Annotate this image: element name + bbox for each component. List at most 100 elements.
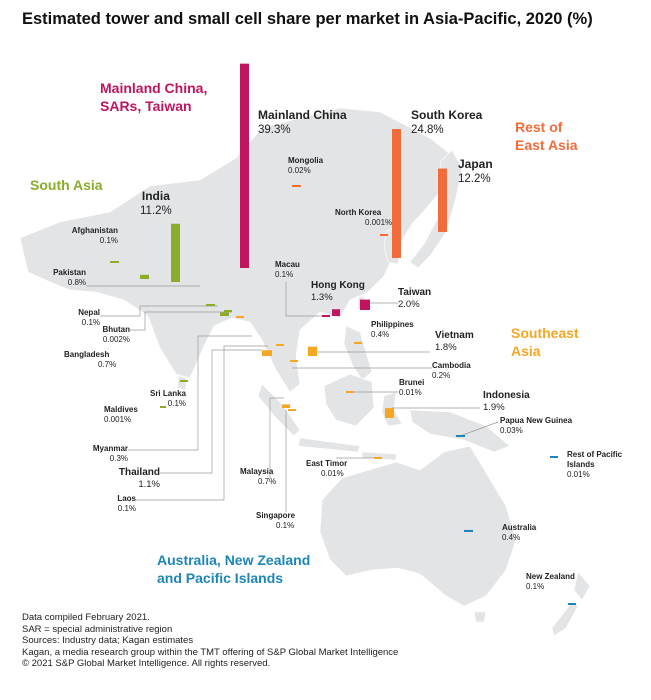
footnote-line: Kagan, a media research group within the…: [22, 646, 399, 658]
bar-thailand: [262, 350, 272, 356]
leader-png: [459, 421, 499, 437]
market-name: Vietnam: [435, 330, 474, 341]
leader-laos: [136, 345, 268, 501]
chart-title: Estimated tower and small cell share per…: [22, 10, 593, 28]
market-value: 0.1%: [167, 399, 186, 408]
sumatra-shape: [257, 383, 301, 437]
region-label-line: Asia: [511, 343, 541, 359]
label-east-timor: East Timor 0.01%: [306, 459, 347, 479]
label-maldives: Maldives 0.001%: [104, 405, 138, 425]
bar-sri-lanka: [180, 380, 188, 382]
leader-macau: [285, 282, 322, 317]
new-zealand-south-shape: [551, 601, 579, 637]
bar-maldives: [160, 406, 166, 408]
bar-malaysia: [282, 404, 290, 408]
market-value: 0.03%: [500, 426, 523, 435]
market-value: 0.1%: [117, 504, 136, 513]
bar-cambodia: [290, 360, 298, 362]
leader-bhutan: [130, 311, 232, 331]
bar-singapore: [288, 409, 296, 411]
market-name: Macau: [275, 260, 300, 269]
label-hong-kong: Hong Kong 1.3%: [311, 280, 365, 304]
tasmania-shape: [473, 611, 487, 623]
label-myanmar: Myanmar 0.3%: [60, 444, 128, 464]
label-indonesia: Indonesia 1.9%: [483, 390, 530, 414]
market-name: Maldives: [104, 405, 138, 414]
bar-laos: [276, 344, 284, 346]
region-label-line: East Asia: [515, 137, 578, 153]
bar-pakistan: [140, 274, 149, 279]
market-name: Japan: [458, 157, 493, 171]
bar-nepal: [206, 304, 215, 306]
bar-mongolia: [292, 185, 301, 187]
region-label-line: Rest of: [515, 119, 563, 135]
market-name: Afghanistan: [71, 226, 118, 235]
label-macau: Macau 0.1%: [275, 260, 300, 280]
market-name: Philippines: [371, 320, 414, 329]
bar-myanmar: [236, 316, 244, 318]
leader-lines-layer: [86, 282, 499, 512]
market-value: 0.2%: [432, 371, 451, 380]
market-name: South Korea: [411, 108, 483, 122]
market-value: 2.0%: [398, 299, 420, 310]
market-value: 0.02%: [288, 166, 311, 175]
label-brunei: Brunei 0.01%: [399, 378, 424, 398]
market-name: Sri Lanka: [149, 389, 186, 398]
new-zealand-north-shape: [573, 571, 591, 601]
market-value: 0.001%: [104, 415, 132, 424]
market-value: 0.01%: [399, 388, 422, 397]
leader-thailand: [160, 349, 262, 474]
region-label-china: Mainland China, SARs, Taiwan: [100, 79, 207, 115]
bar-rest-of-pacific-islands: [550, 456, 558, 458]
market-name: Cambodia: [432, 361, 471, 370]
bar-south-korea: [392, 129, 401, 258]
market-value: 0.4%: [502, 533, 521, 542]
label-bangladesh: Bangladesh 0.7%: [64, 350, 116, 370]
bar-taiwan: [360, 299, 370, 310]
label-afghanistan: Afghanistan 0.1%: [50, 226, 118, 246]
label-malaysia: Malaysia 0.7%: [240, 467, 276, 487]
market-value: 0.7%: [258, 477, 277, 486]
label-sri-lanka: Sri Lanka 0.1%: [130, 389, 186, 409]
label-singapore: Singapore 0.1%: [256, 511, 295, 531]
region-label-line: Southeast: [511, 325, 579, 341]
label-india: India 11.2%: [140, 189, 172, 219]
bar-vietnam: [308, 346, 317, 356]
market-value: 0.1%: [526, 582, 545, 591]
market-name: Mainland China: [258, 108, 347, 122]
market-value: 24.8%: [411, 124, 444, 136]
bar-japan: [438, 168, 447, 232]
region-label-south-asia: South Asia: [30, 176, 103, 194]
market-name: Laos: [117, 494, 136, 503]
market-value: 0.1%: [276, 521, 295, 530]
region-label-line: SARs, Taiwan: [100, 98, 192, 114]
market-value: 1.9%: [483, 402, 505, 413]
market-value: 12.2%: [458, 173, 491, 185]
market-value: 0.4%: [371, 330, 390, 339]
market-value: 0.3%: [109, 454, 128, 463]
bar-philippines: [354, 341, 362, 344]
market-name: Thailand: [118, 467, 160, 478]
label-bhutan: Bhutan 0.002%: [80, 325, 130, 345]
bar-mainland-china: [240, 63, 249, 268]
label-mainland-china: Mainland China 39.3%: [258, 108, 347, 138]
market-value: 1.3%: [311, 292, 333, 303]
footnote-line: Sources: Industry data; Kagan estimates: [22, 635, 194, 647]
label-vietnam: Vietnam 1.8%: [435, 330, 474, 354]
market-name: Hong Kong: [311, 280, 365, 291]
label-nepal: Nepal 0.1%: [50, 308, 100, 328]
market-name: Malaysia: [240, 467, 274, 476]
market-name: Australia: [502, 523, 537, 532]
market-value: 0.01%: [321, 469, 344, 478]
bar-papua-new-guinea: [456, 435, 465, 437]
borneo-shape: [323, 373, 375, 427]
region-label-line: and Pacific Islands: [157, 570, 284, 586]
footnotes: Data compiled February 2021. SAR = speci…: [22, 612, 398, 670]
region-label-line: Mainland China,: [100, 80, 208, 96]
label-new-zealand: New Zealand 0.1%: [526, 572, 575, 592]
market-value: 0.002%: [102, 335, 130, 344]
market-name: Mongolia: [288, 156, 324, 165]
label-australia: Australia 0.4%: [502, 523, 536, 543]
footnote-line: Data compiled February 2021.: [22, 612, 150, 623]
